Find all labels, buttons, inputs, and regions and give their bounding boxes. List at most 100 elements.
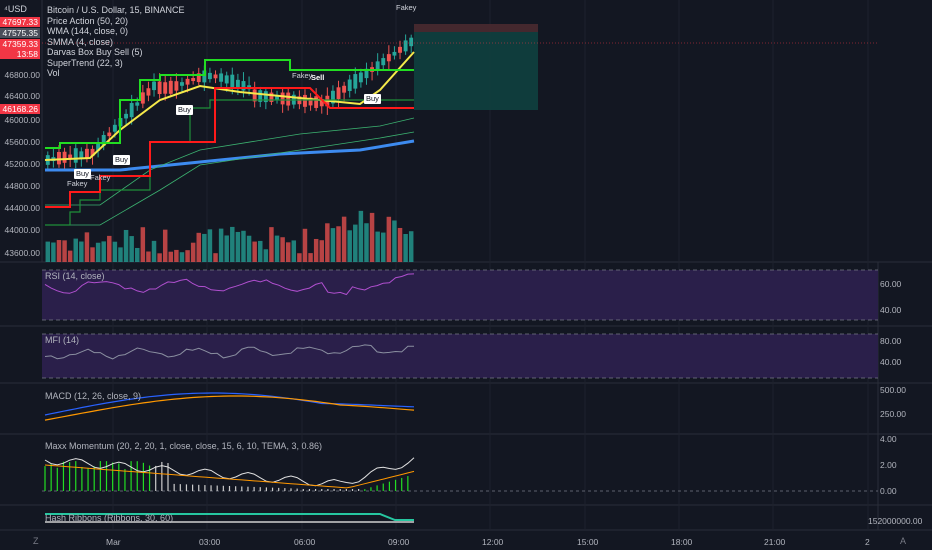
volume-bar bbox=[140, 227, 146, 262]
volume-bar bbox=[101, 241, 106, 262]
candle-body bbox=[140, 92, 145, 104]
volume-bar bbox=[235, 231, 241, 262]
maxx-pane-label[interactable]: Maxx Momentum (20, 2, 20, 1, close, clos… bbox=[45, 441, 322, 451]
candle-body bbox=[146, 88, 151, 96]
price-tick: 45600.00 bbox=[4, 137, 40, 147]
volume-bar bbox=[375, 231, 380, 262]
candle-body bbox=[196, 73, 201, 83]
rsi-tick: 60.00 bbox=[880, 279, 902, 289]
volume-bar bbox=[308, 253, 313, 262]
volume-bar bbox=[386, 216, 392, 262]
time-tick: 15:00 bbox=[577, 537, 599, 547]
supertrend-down bbox=[45, 87, 414, 208]
candle-body bbox=[202, 70, 207, 83]
rsi-pane-label[interactable]: RSI (14, close) bbox=[45, 271, 105, 281]
time-tick: Mar bbox=[106, 537, 121, 547]
candle-body bbox=[353, 74, 358, 89]
candle-body bbox=[101, 134, 106, 146]
candle-body bbox=[219, 73, 224, 82]
volume-bar bbox=[258, 240, 263, 262]
candle-body bbox=[68, 154, 73, 159]
mfi-pane-label[interactable]: MFI (14) bbox=[45, 335, 80, 345]
legend-supertrend[interactable]: SuperTrend (22, 3) bbox=[47, 57, 123, 68]
candle-body bbox=[269, 92, 274, 102]
volume-bar bbox=[79, 241, 84, 262]
volume-bar bbox=[319, 240, 324, 262]
legend-price-action[interactable]: Price Action (50, 20) bbox=[47, 15, 129, 26]
mfi-tick: 40.00 bbox=[880, 357, 902, 367]
candle-body bbox=[79, 151, 84, 158]
candle-body bbox=[358, 72, 363, 83]
legend-wma[interactable]: WMA (144, close, 0) bbox=[47, 26, 129, 36]
maxx-tick: 4.00 bbox=[880, 434, 897, 444]
volume-bar bbox=[241, 230, 246, 262]
candle-body bbox=[157, 81, 162, 95]
volume-bar bbox=[62, 240, 67, 262]
price-tick: 45200.00 bbox=[4, 159, 40, 169]
candle-body bbox=[263, 91, 268, 103]
expand-icon[interactable]: ⁴ bbox=[4, 4, 8, 14]
candle-body bbox=[409, 37, 414, 47]
price-tick: 44000.00 bbox=[4, 225, 40, 235]
auto-scale-button[interactable]: A bbox=[900, 536, 907, 546]
volume-bar bbox=[196, 232, 201, 262]
maxx-signal-line bbox=[44, 464, 415, 489]
volume-bar bbox=[358, 210, 364, 262]
candle-body bbox=[185, 78, 190, 85]
candle-body bbox=[375, 61, 380, 70]
target-box-stop bbox=[414, 24, 538, 32]
signal-fakey: Fakey bbox=[396, 3, 417, 12]
candle-body bbox=[319, 99, 324, 107]
legend-smma[interactable]: SMMA (4, close) bbox=[47, 36, 114, 47]
macd-pane-label[interactable]: MACD (12, 26, close, 9) bbox=[45, 391, 142, 401]
price-tick: 46000.00 bbox=[4, 115, 40, 125]
mfi-tick: 80.00 bbox=[880, 336, 902, 346]
volume-bar bbox=[107, 235, 112, 262]
price-badge-high: 47697.33 bbox=[0, 17, 40, 27]
volume-bar bbox=[202, 233, 207, 262]
volume-bar bbox=[162, 229, 168, 262]
candle-body bbox=[286, 92, 291, 106]
price-tick: 44400.00 bbox=[4, 203, 40, 213]
volume-bar bbox=[190, 242, 196, 262]
candle-body bbox=[191, 78, 196, 82]
volume-bar bbox=[403, 233, 408, 262]
maxx-tick: 2.00 bbox=[880, 460, 897, 470]
zoom-toggle-button[interactable]: Z bbox=[33, 536, 39, 546]
ribbon-line bbox=[45, 117, 415, 206]
candle-body bbox=[398, 46, 402, 53]
candle-body bbox=[180, 82, 184, 86]
time-tick: 06:00 bbox=[294, 537, 316, 547]
signal-buy: Buy bbox=[113, 155, 130, 165]
volume-bar bbox=[230, 226, 235, 262]
volume-bar bbox=[73, 238, 78, 262]
volume-bar bbox=[381, 232, 386, 262]
volume-bar bbox=[179, 252, 185, 262]
time-tick: 21:00 bbox=[764, 537, 786, 547]
volume-bar bbox=[95, 242, 101, 262]
hash-pane-label[interactable]: Hash Ribbons (Ribbons, 30, 60) bbox=[45, 513, 174, 523]
symbol-currency-label[interactable]: ⁴USD bbox=[4, 4, 27, 14]
candle-body bbox=[112, 124, 117, 132]
signal-buy: Buy bbox=[74, 169, 91, 179]
price-badge-smma: 47575.35 bbox=[0, 28, 40, 38]
time-tick: 2 bbox=[865, 537, 870, 547]
legend-darvas[interactable]: Darvas Box Buy Sell (5) bbox=[47, 47, 143, 57]
candle-body bbox=[90, 148, 95, 157]
signal-buy: Buy bbox=[364, 94, 381, 104]
hash-ribbon-fast bbox=[45, 513, 414, 521]
volume-bar bbox=[135, 247, 140, 262]
chart-title[interactable]: Bitcoin / U.S. Dollar, 15, BINANCE bbox=[47, 5, 185, 15]
mfi-line bbox=[44, 344, 415, 360]
candle-body bbox=[314, 96, 319, 108]
volume-bar bbox=[347, 230, 352, 262]
candle-body bbox=[241, 81, 246, 91]
legend-volume[interactable]: Vol bbox=[47, 68, 60, 78]
volume-bar bbox=[364, 223, 369, 262]
volume-bar bbox=[325, 223, 330, 262]
price-tick: 43600.00 bbox=[4, 248, 40, 258]
candle-body bbox=[107, 132, 112, 137]
volume-bar bbox=[213, 253, 218, 262]
maxx-tick: 0.00 bbox=[880, 486, 897, 496]
